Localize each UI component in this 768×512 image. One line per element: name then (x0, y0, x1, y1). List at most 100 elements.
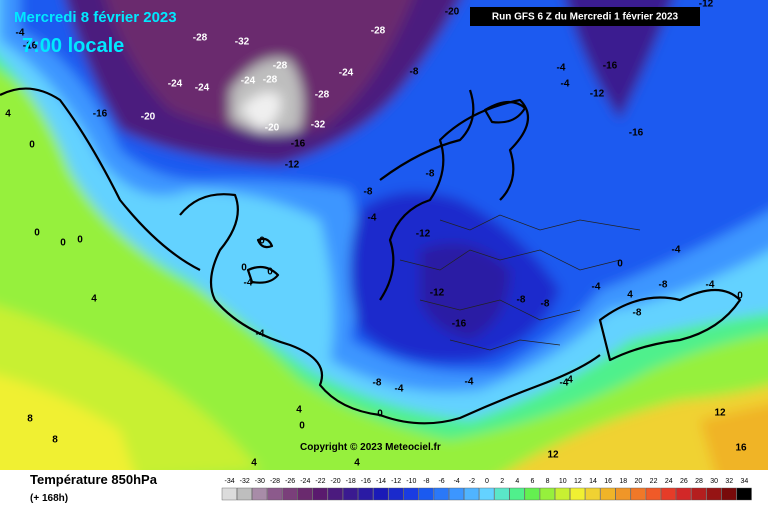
legend-label: 26 (680, 478, 688, 485)
run-banner (470, 7, 700, 26)
contour-label: -4 (561, 79, 570, 90)
contour-label: -16 (23, 41, 38, 52)
legend-swatch (660, 487, 676, 501)
legend-label: -28 (270, 478, 280, 485)
contour-label: -4 (706, 280, 715, 291)
contour-label: 4 (627, 290, 633, 301)
legend-label: 10 (559, 478, 567, 485)
legend-swatch (297, 487, 313, 501)
contour-label: 0 (60, 238, 66, 249)
contour-label: -4 (256, 329, 265, 340)
contour-label: -4 (557, 63, 566, 74)
contour-label: -12 (416, 229, 431, 240)
contour-label: -20 (141, 112, 156, 123)
contour-label: -8 (659, 280, 668, 291)
contour-label: -16 (629, 128, 644, 139)
legend-label: -2 (469, 478, 475, 485)
contour-label: 12 (547, 450, 559, 461)
contour-label: 4 (91, 294, 97, 305)
legend-swatch (630, 487, 646, 501)
contour-label: -24 (241, 76, 256, 87)
contour-labels: -28 -32-28-24 -24-24 -28-28-32-20-16-20-16-… (5, 0, 747, 469)
contour-label: 0 (29, 140, 35, 151)
contour-label: -28 (263, 75, 278, 86)
legend-label: 4 (515, 478, 519, 485)
contour-label: -32 (311, 120, 326, 131)
legend-swatch (494, 487, 510, 501)
legend-swatch (479, 487, 495, 501)
legend-swatch (691, 487, 707, 501)
legend-label: -10 (406, 478, 416, 485)
legend-swatch (524, 487, 540, 501)
contour-label: -28 (315, 90, 330, 101)
contour-label: 0 (377, 409, 383, 420)
legend-label: -24 (300, 478, 310, 485)
contour-label: 0 (241, 263, 247, 274)
contour-label: -4 (560, 378, 569, 389)
contour-label: 4 (567, 375, 573, 386)
contour-label: 8 (27, 414, 33, 425)
legend-swatch (706, 487, 722, 501)
contour-label: -20 (445, 7, 460, 18)
legend-label: 6 (530, 478, 534, 485)
contour-label: -12 (285, 160, 300, 171)
legend-label: -30 (255, 478, 265, 485)
legend-label: 14 (589, 478, 597, 485)
contour-label: -12 (590, 89, 605, 100)
legend-swatch (312, 487, 328, 501)
contour-label: 4 (296, 405, 302, 416)
legend-swatch (736, 487, 752, 501)
contour-label: -4 (592, 282, 601, 293)
legend-label: -16 (361, 478, 371, 485)
legend-label: -22 (315, 478, 325, 485)
legend-label: -8 (423, 478, 429, 485)
legend-swatch (418, 487, 434, 501)
legend-swatch (464, 487, 480, 501)
contour-label: 4 (5, 109, 11, 120)
legend-swatch (327, 487, 343, 501)
legend-label: 0 (485, 478, 489, 485)
contour-label: -8 (364, 187, 373, 198)
legend-swatch (342, 487, 358, 501)
legend-label: 8 (546, 478, 550, 485)
legend-swatch (252, 487, 268, 501)
legend-swatch (388, 487, 404, 501)
legend-label: 2 (500, 478, 504, 485)
legend-swatch (676, 487, 692, 501)
legend-swatch (554, 487, 570, 501)
contour-label: -4 (672, 245, 681, 256)
run-info: Run GFS 6 Z du Mercredi 1 février 2023 (492, 12, 679, 23)
legend-swatch (358, 487, 374, 501)
contour-label: -24 (339, 68, 354, 79)
contour-label: -4 (465, 377, 474, 388)
contour-label: -8 (517, 295, 526, 306)
legend-swatch (448, 487, 464, 501)
legend-swatch (509, 487, 525, 501)
contour-label: 4 (251, 458, 257, 469)
legend-label: -18 (346, 478, 356, 485)
forecast-date: Mercredi 8 février 2023 (14, 9, 177, 26)
contour-label: 0 (299, 421, 305, 432)
contour-label: -16 (93, 109, 108, 120)
legend-label: -4 (454, 478, 460, 485)
contour-label: -20 (265, 123, 280, 134)
legend-swatch (267, 487, 283, 501)
color-legend: -34 -32 -30 -28 -26 -24 -22 -20 -18 -16 -14 -12 -10-… (221, 478, 752, 501)
contour-label: 0 (34, 228, 40, 239)
legend-label: -32 (240, 478, 250, 485)
contour-label: -24 (195, 83, 210, 94)
contour-label: -16 (452, 319, 467, 330)
contour-label: -4 (395, 384, 404, 395)
legend-label: -12 (391, 478, 401, 485)
contour-label: 0 (259, 236, 265, 247)
contour-label: -28 (193, 33, 208, 44)
legend-label: 24 (665, 478, 673, 485)
legend-label: 22 (650, 478, 658, 485)
legend-label: -34 (225, 478, 235, 485)
coastlines (0, 87, 742, 425)
temperature-field (0, 0, 768, 490)
borders (399, 214, 641, 351)
legend-label: -6 (438, 478, 444, 485)
legend-swatch (282, 487, 298, 501)
legend-label: 32 (725, 478, 733, 485)
